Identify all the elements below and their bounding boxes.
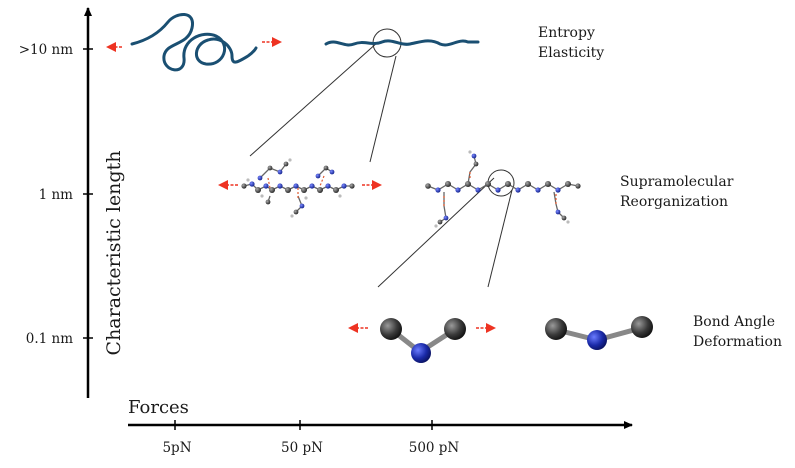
level-label-supra-1: Supramolecular (620, 174, 734, 190)
force-arrow-left-bond (348, 323, 368, 333)
folded-molecule (241, 158, 355, 218)
y-tick-label-10nm: >10 nm (19, 42, 73, 58)
carbon-atom-right (444, 318, 466, 340)
force-arrow-right-bond (476, 323, 496, 333)
stretched-bond-molecule (545, 316, 653, 350)
y-tick-marks (83, 48, 93, 339)
y-tick-label-1nm: 1 nm (39, 187, 74, 203)
y-tick-label-0-1nm: 0.1 nm (26, 331, 73, 347)
carbon-atom-left (380, 318, 402, 340)
bent-bond-molecule (380, 318, 466, 363)
force-arrow-right-entropy (262, 37, 282, 47)
force-arrow-left-supra (218, 180, 238, 190)
level-label-entropy-1: Entropy (538, 25, 595, 41)
carbon-atom-left (545, 318, 567, 340)
level-label-entropy-2: Elasticity (538, 45, 604, 61)
x-tick-label-5pn: 5pN (162, 440, 191, 456)
nitrogen-atom (411, 343, 431, 363)
stretched-polymer-chain (324, 39, 480, 47)
level-label-bond-2: Deformation (693, 334, 782, 350)
force-arrow-right-supra (362, 180, 382, 190)
coiled-polymer-chain (130, 13, 258, 72)
x-tick-marks (174, 420, 433, 430)
carbon-atom-right (631, 316, 653, 338)
x-tick-label-50pn: 50 pN (281, 440, 323, 456)
nitrogen-atom (587, 330, 607, 350)
extended-molecule (425, 150, 581, 228)
level-label-supra-2: Reorganization (620, 194, 728, 210)
x-tick-label-500pn: 500 pN (409, 440, 460, 456)
x-axis-title: Forces (128, 397, 189, 418)
y-axis-title: Characteristic length (103, 151, 125, 356)
force-arrow-left-entropy (106, 42, 122, 52)
level-label-bond-1: Bond Angle (693, 314, 775, 330)
force-arrows (106, 37, 496, 333)
